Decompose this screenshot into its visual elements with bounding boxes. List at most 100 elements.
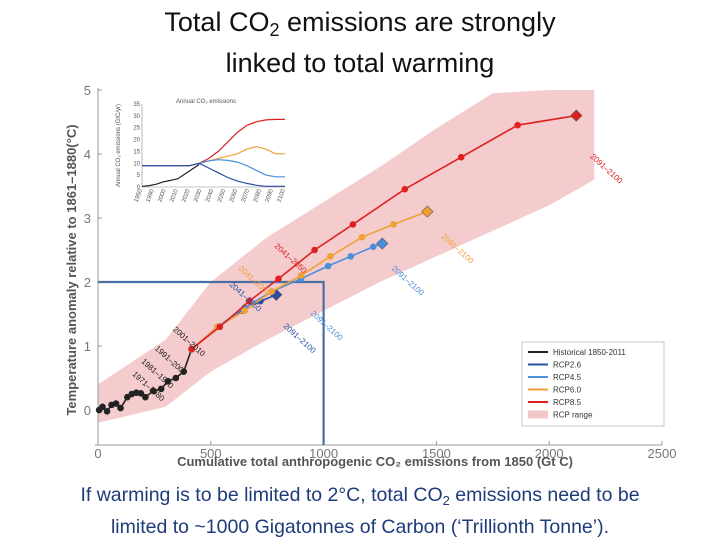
point-rcp8-5 xyxy=(216,323,224,331)
inset-x-tick: 2070 xyxy=(241,188,251,203)
legend-label: RCP range xyxy=(553,411,593,420)
series-line-rcp8-5 xyxy=(191,114,577,350)
point-historical xyxy=(103,407,111,415)
x-axis-label: Cumulative total anthropogenic CO₂ emiss… xyxy=(177,454,573,469)
point-rcp6-0 xyxy=(421,205,434,218)
point-historical xyxy=(164,377,172,385)
inset-x-tick: 2030 xyxy=(193,188,203,203)
point-rcp4-5 xyxy=(369,243,377,251)
inset-title: Annual CO₂ emissions xyxy=(176,99,236,105)
inset-y-tick: 15 xyxy=(133,149,140,155)
inset-y-tick: 30 xyxy=(133,114,140,120)
y-tick-label: 1 xyxy=(84,339,91,354)
inset-background xyxy=(110,92,295,210)
inset-line-rcp2-6 xyxy=(142,162,285,187)
inset-x-tick: 2090 xyxy=(265,188,275,203)
target-guide xyxy=(98,280,325,445)
inset-x-tick: 2040 xyxy=(205,188,215,203)
inset-x-tick: 2010 xyxy=(169,188,179,203)
point-rcp6-0 xyxy=(358,233,366,241)
x-tick-label: 1500 xyxy=(422,446,451,461)
point-historical xyxy=(142,393,149,401)
point-rcp4-5 xyxy=(347,253,354,260)
y-tick-label: 0 xyxy=(84,403,91,418)
point-historical xyxy=(180,368,188,375)
point-rcp8-5 xyxy=(401,185,409,193)
inset-y-label: Annual CO₂ emissions (GtC/yr) xyxy=(116,104,122,187)
y-tick-label: 2 xyxy=(84,275,91,290)
x-tick-label: 1000 xyxy=(309,446,338,461)
inset-y-tick: 35 xyxy=(133,102,140,108)
title-line-2: linked to total warming xyxy=(225,48,495,78)
caption-line-2: limited to ~1000 Gigatonnes of Carbon (‘… xyxy=(110,516,610,538)
inset-x-tick: 1990 xyxy=(146,188,156,203)
inset-y-tick: 10 xyxy=(133,161,140,167)
point-rcp6-0 xyxy=(297,272,305,279)
y-tick-label: 5 xyxy=(84,83,91,98)
legend-label: RCP4.5 xyxy=(553,373,582,382)
point-historical xyxy=(149,387,157,395)
inset-x-tick: 2020 xyxy=(181,188,191,203)
inset-y-tick: 20 xyxy=(133,138,140,144)
point-rcp6-0 xyxy=(390,221,397,228)
point-rcp8-5 xyxy=(570,109,583,122)
caption-text-suffix: emissions need to be xyxy=(449,484,640,506)
point-rcp4-5 xyxy=(376,237,389,250)
title-line-1: Total CO2 emissions are strongly xyxy=(0,6,720,47)
point-historical xyxy=(112,400,120,407)
caption-line-1: If warming is to be limited to 2°C, tota… xyxy=(0,482,720,514)
inset-y-tick: 0 xyxy=(137,185,141,191)
y-axis-label: Temperature anomaly relative to 1861–188… xyxy=(64,124,79,415)
point-rcp6-0 xyxy=(327,253,334,260)
inset-x-tick: 2050 xyxy=(217,188,227,203)
slide-title: Total CO2 emissions are strongly linked … xyxy=(0,6,720,80)
inset-x-tick: 2000 xyxy=(158,188,168,203)
point-historical xyxy=(99,403,106,411)
inset-line-historical xyxy=(141,163,200,187)
point-rcp8-5 xyxy=(245,297,253,305)
title-text: Total CO xyxy=(164,7,270,37)
inset-x-tick: 2080 xyxy=(253,188,263,203)
legend: Historical 1850-2011 RCP2.6 RCP4.5 RCP6.0 RC… xyxy=(521,341,665,427)
point-rcp4-5 xyxy=(324,262,332,270)
target-guide-line xyxy=(98,280,325,445)
title-subscript: 2 xyxy=(269,20,280,40)
legend-label: RCP8.5 xyxy=(553,398,582,407)
caption-text: If warming is to be limited to 2°C, tota… xyxy=(80,484,443,506)
rcp-range-band xyxy=(98,90,595,423)
legend-label: Historical 1850-2011 xyxy=(553,348,626,357)
caption: If warming is to be limited to 2°C, tota… xyxy=(0,482,720,541)
title-text-suffix: emissions are strongly xyxy=(279,7,556,37)
caption-subscript: 2 xyxy=(442,493,450,508)
point-historical xyxy=(157,385,165,393)
axes: 0 500 1000 1500 2000 2500 0 1 2 3 4 5 xyxy=(84,83,677,461)
point-historical xyxy=(137,390,145,397)
inset-chart: Annual CO₂ emissions Annual CO₂ emissions… xyxy=(110,92,295,210)
point-rcp8-5 xyxy=(514,121,521,129)
point-rcp8-5 xyxy=(457,153,465,161)
rcp-range-area xyxy=(98,90,595,423)
point-rcp8-5 xyxy=(275,275,282,283)
point-rcp6-0 xyxy=(241,307,248,315)
inset-x-tick: 1950 xyxy=(134,188,144,203)
inset-y-tick: 5 xyxy=(137,173,141,179)
series-group xyxy=(95,109,583,415)
inset-y-tick: 25 xyxy=(133,126,140,132)
point-historical xyxy=(117,404,124,412)
inset-x-tick: 2100 xyxy=(277,188,287,203)
x-tick-label: 2500 xyxy=(648,446,677,461)
point-rcp8-5 xyxy=(188,345,195,353)
point-historical xyxy=(172,374,180,382)
x-tick-label: 2000 xyxy=(535,446,564,461)
legend-label: RCP6.0 xyxy=(553,386,582,395)
x-tick-label: 0 xyxy=(94,446,101,461)
point-rcp6-0 xyxy=(268,288,276,295)
legend-label: RCP2.6 xyxy=(553,361,582,370)
inset-x-tick: 2060 xyxy=(229,188,239,203)
legend-swatch-range xyxy=(528,410,548,419)
x-tick-label: 500 xyxy=(200,446,222,461)
y-tick-label: 3 xyxy=(84,211,91,226)
point-rcp8-5 xyxy=(311,246,318,254)
point-rcp8-5 xyxy=(349,221,357,228)
